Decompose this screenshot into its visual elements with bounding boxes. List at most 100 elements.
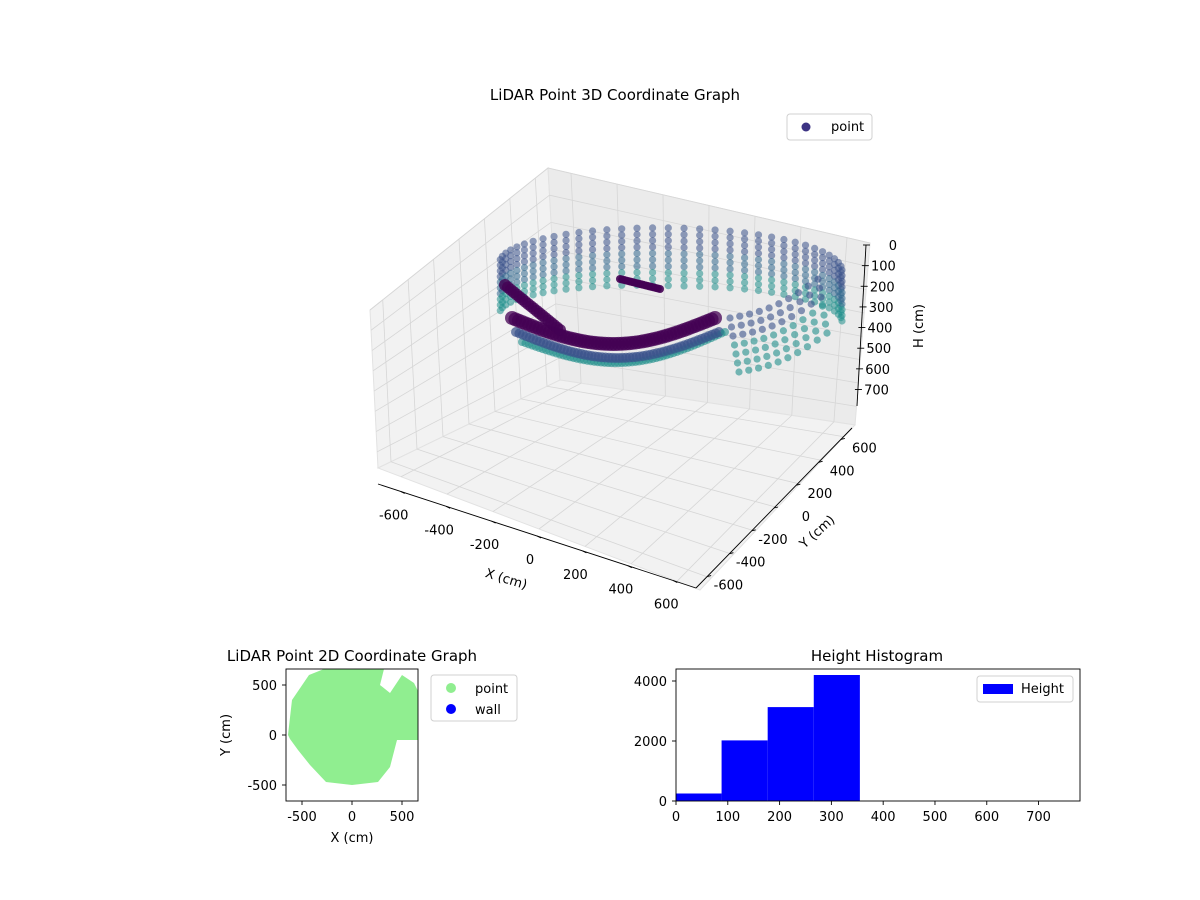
cloud-point xyxy=(809,309,817,317)
grid-line-y-wall xyxy=(458,238,470,425)
cloud-point xyxy=(529,249,537,257)
x-tick-label-hist: 100 xyxy=(715,810,740,825)
cloud-point xyxy=(779,327,787,335)
cloud-point xyxy=(539,253,547,261)
cloud-point xyxy=(575,228,583,237)
cloud-point xyxy=(747,319,755,327)
y-tick-label-2d: -500 xyxy=(247,779,277,794)
cloud-point xyxy=(680,276,688,284)
cloud-point xyxy=(711,270,719,278)
cloud-point xyxy=(801,241,810,249)
x-tick-label: -600 xyxy=(379,508,409,523)
cloud-point xyxy=(780,260,788,268)
cloud-point xyxy=(776,309,784,317)
cloud-point xyxy=(696,282,704,290)
cloud-point xyxy=(648,275,657,283)
grid-line-z-left xyxy=(369,167,549,311)
cloud-point xyxy=(726,314,734,322)
cloud-point xyxy=(588,245,597,254)
cloud-point xyxy=(680,263,688,271)
cloud-point xyxy=(838,306,846,314)
y-tick-label: -400 xyxy=(736,556,766,571)
cloud-point xyxy=(711,251,719,259)
cloud-point xyxy=(745,310,754,318)
cloud-point xyxy=(768,257,776,266)
z-tick-label: 300 xyxy=(869,301,894,316)
cloud-point xyxy=(801,259,810,267)
cloud-point xyxy=(520,258,528,266)
cloud-point xyxy=(801,253,810,261)
cloud-point xyxy=(520,240,528,248)
cloud-point xyxy=(811,262,819,270)
cloud-point xyxy=(818,302,827,310)
grid-line-y xyxy=(494,411,800,485)
cloud-point xyxy=(754,237,763,245)
cloud-point xyxy=(735,368,743,376)
cloud-point xyxy=(768,264,776,272)
cloud-point xyxy=(778,318,786,326)
cloud-point xyxy=(529,285,537,293)
cloud-point xyxy=(801,265,810,273)
cloud-point xyxy=(539,259,547,267)
cloud-point xyxy=(711,232,719,240)
cloud-point xyxy=(791,280,799,289)
cloud-point xyxy=(757,316,765,324)
cloud-point xyxy=(513,249,521,257)
cloud-point xyxy=(754,280,763,288)
cloud-point xyxy=(680,231,688,239)
cloud-point xyxy=(739,330,747,338)
grid-line-y-wall xyxy=(433,259,444,437)
cloud-point xyxy=(633,268,641,277)
cloud-point xyxy=(711,238,719,247)
cloud-point xyxy=(750,337,758,345)
cloud-point xyxy=(754,364,763,372)
cloud-point xyxy=(743,357,751,365)
cloud-point xyxy=(730,341,739,349)
cloud-point xyxy=(633,249,641,258)
cloud-point xyxy=(550,281,558,289)
cloud-point xyxy=(711,257,719,266)
ticks-histogram: 0 100 200 300 400 500 600 700 0 2000 4000 xyxy=(634,675,1051,825)
point-cloud xyxy=(496,224,846,376)
cloud-point xyxy=(588,276,597,285)
grid-line-z-left xyxy=(376,357,559,453)
x-tick-mark xyxy=(673,580,678,583)
cloud-point xyxy=(562,242,570,251)
y-tick-mark xyxy=(707,575,712,578)
cloud-point xyxy=(751,346,760,354)
histogram-bars xyxy=(676,675,860,801)
cloud-point xyxy=(754,262,763,270)
cloud-point xyxy=(507,246,515,254)
chart-histogram: Height Histogram 0 100 200 300 400 500 600 7000… xyxy=(634,647,1081,825)
cloud-point xyxy=(726,265,734,273)
cloud-point xyxy=(539,241,547,249)
cloud-point xyxy=(768,282,776,290)
cloud-point xyxy=(791,238,799,246)
cloud-point xyxy=(696,225,704,233)
cloud-point xyxy=(754,243,763,251)
y-tick-label: -200 xyxy=(758,533,788,548)
cloud-point xyxy=(664,282,672,290)
cloud-point xyxy=(513,278,521,286)
cloud-point xyxy=(648,249,657,257)
cloud-point xyxy=(562,279,570,287)
histogram-bar xyxy=(676,793,722,801)
cloud-point xyxy=(764,361,772,369)
y-tick-mark xyxy=(818,460,823,463)
cloud-point xyxy=(618,256,626,264)
cloud-point xyxy=(791,331,799,339)
cloud-point xyxy=(520,269,528,278)
ticks-3d: -600 -400 -200 0 200 400 600 -600 -400 -200 0 200 40… xyxy=(379,239,897,613)
cloud-point xyxy=(786,304,794,312)
cloud-point xyxy=(550,257,558,265)
cloud-point xyxy=(745,366,753,374)
cloud-point xyxy=(529,267,537,275)
cloud-point xyxy=(588,252,597,260)
cloud-point xyxy=(680,282,688,290)
cloud-point xyxy=(711,264,719,272)
cloud-point xyxy=(838,294,846,302)
legend-2d-point-label: point xyxy=(475,682,508,697)
histogram-bar xyxy=(767,707,814,801)
cloud-point xyxy=(768,245,776,253)
cloud-point xyxy=(838,289,846,297)
